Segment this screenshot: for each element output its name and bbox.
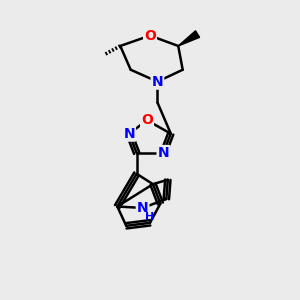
Text: N: N: [158, 146, 169, 160]
Text: O: O: [144, 28, 156, 43]
Text: N: N: [123, 127, 135, 141]
Text: H: H: [146, 212, 154, 222]
Text: N: N: [152, 75, 163, 88]
Text: N: N: [137, 201, 148, 215]
Text: O: O: [141, 113, 153, 127]
Polygon shape: [178, 31, 200, 46]
